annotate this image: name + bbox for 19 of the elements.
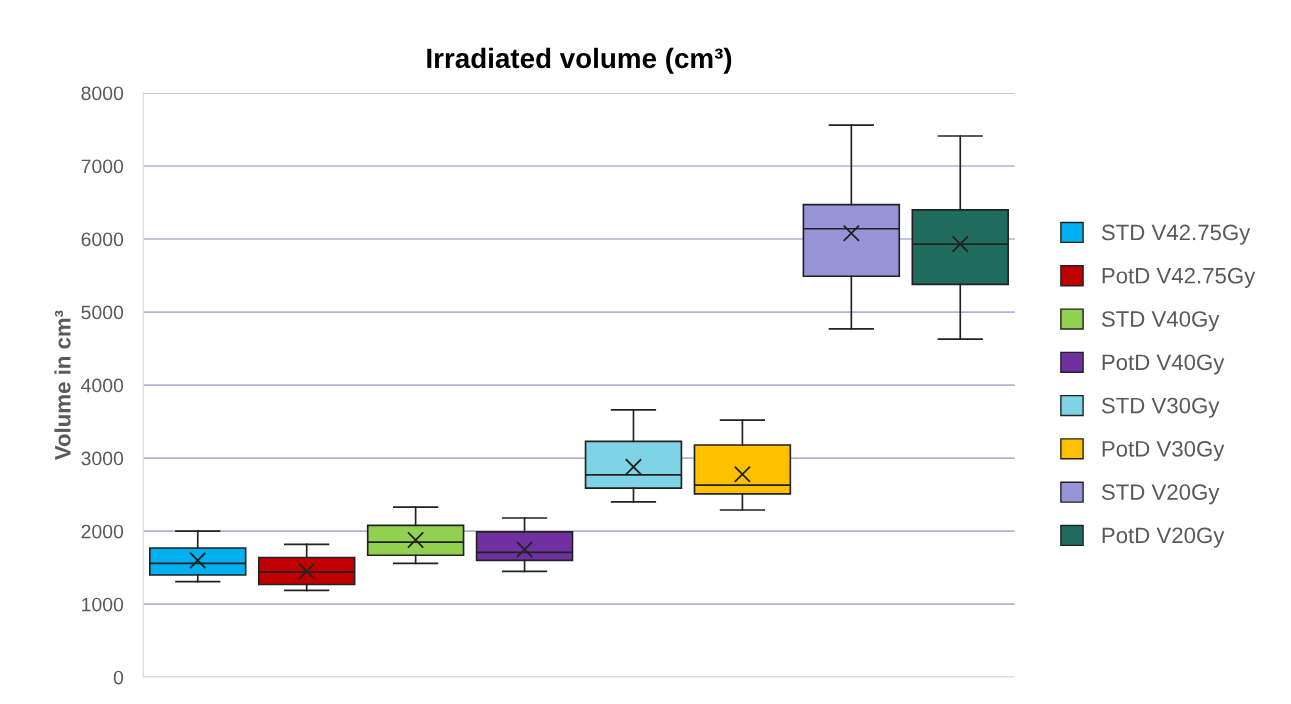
legend-label: STD V30Gy: [1101, 397, 1220, 418]
legend-label: STD V20Gy: [1101, 484, 1220, 505]
y-tick-label: 3000: [81, 451, 124, 466]
y-tick-label: 4000: [81, 378, 124, 393]
chart-title: Irradiated volume (cm³): [427, 47, 732, 74]
legend-label: STD V40Gy: [1101, 311, 1220, 332]
y-tick-label: 2000: [81, 524, 124, 539]
y-tick-label: 8000: [81, 86, 124, 101]
y-tick-label: 5000: [81, 305, 124, 320]
y-axis-title: Volume in cm³: [54, 310, 71, 461]
legend-label: STD V42.75Gy: [1101, 224, 1251, 245]
y-tick-label: 0: [113, 670, 124, 685]
legend-label: PotD V30Gy: [1102, 440, 1225, 462]
y-tick-label: 1000: [82, 597, 124, 612]
legend-label: PotD V40Gy: [1102, 354, 1225, 375]
legend-label: PotD V42.75Gy: [1102, 267, 1256, 288]
legend-label: PotD V20Gy: [1102, 527, 1225, 548]
y-tick-label: 7000: [81, 159, 124, 174]
y-tick-label: 6000: [81, 232, 124, 247]
